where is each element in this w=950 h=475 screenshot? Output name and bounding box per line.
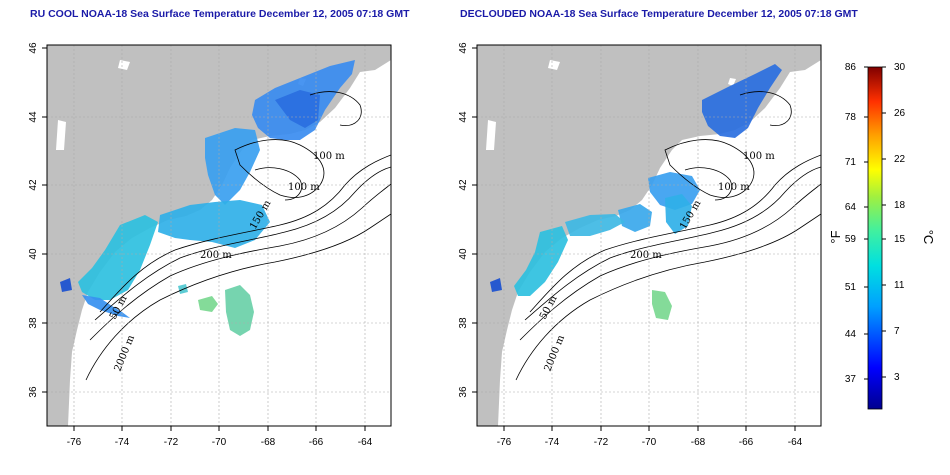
right-sst-map: 100 m 100 m 200 m 150 m 50 m 2000 m -76 …	[458, 42, 822, 448]
lon-tick-label: -74	[115, 437, 130, 448]
fahrenheit-tick: 59	[845, 234, 857, 245]
fahrenheit-tick: 37	[845, 374, 857, 385]
lat-tick-label: 46	[458, 42, 469, 54]
lat-tick-label: 36	[28, 386, 39, 398]
fahrenheit-unit-label: °F	[828, 230, 843, 243]
left-sst-map: 100 m 100 m 200 m 150 m 50 m 2000 m -76 …	[28, 42, 392, 448]
celsius-tick: 15	[894, 234, 906, 245]
temperature-colorbar: 86 78 71 64 59 51 44 37 30 26 22 18 15 1…	[828, 62, 936, 410]
left-map-title: RU COOL NOAA-18 Sea Surface Temperature …	[30, 8, 410, 20]
land-mass	[47, 45, 391, 426]
lat-tick-label: 36	[458, 386, 469, 398]
contour-label: 100 m	[718, 182, 750, 193]
bathymetry-contours	[515, 91, 821, 381]
fahrenheit-tick: 78	[845, 112, 857, 123]
lon-tick-label: -76	[497, 437, 512, 448]
celsius-unit-label: °C	[921, 230, 936, 245]
celsius-tick: 30	[894, 62, 906, 73]
fahrenheit-tick: 71	[845, 157, 857, 168]
lon-tick-label: -72	[594, 437, 609, 448]
axis-ticks	[42, 47, 366, 431]
lat-tick-label: 38	[458, 317, 469, 329]
contour-label: 100 m	[288, 182, 320, 193]
fahrenheit-tick: 64	[845, 202, 857, 213]
fahrenheit-tick: 51	[845, 282, 857, 293]
lon-tick-label: -68	[691, 437, 706, 448]
graticule	[47, 45, 391, 426]
celsius-tick: 7	[894, 326, 900, 337]
lat-tick-label: 44	[28, 111, 39, 123]
lon-tick-label: -70	[642, 437, 657, 448]
lon-tick-label: -64	[788, 437, 803, 448]
lat-tick-label: 40	[458, 248, 469, 260]
contour-label: 200 m	[200, 250, 232, 261]
lat-tick-label: 38	[28, 317, 39, 329]
lat-tick-label: 46	[28, 42, 39, 54]
axis-ticks	[472, 47, 796, 431]
lon-tick-label: -72	[164, 437, 179, 448]
celsius-tick: 3	[894, 372, 900, 383]
celsius-tick: 11	[894, 280, 905, 291]
lat-tick-label: 42	[28, 179, 39, 191]
lat-tick-label: 40	[28, 248, 39, 260]
contour-label: 200 m	[630, 250, 662, 261]
contour-label: 100 m	[313, 151, 345, 162]
celsius-tick: 22	[894, 154, 906, 165]
right-map-title: DECLOUDED NOAA-18 Sea Surface Temperatur…	[460, 8, 858, 20]
lon-tick-label: -64	[358, 437, 373, 448]
lon-tick-label: -68	[261, 437, 276, 448]
graticule	[477, 45, 821, 426]
lon-tick-label: -74	[545, 437, 560, 448]
colorbar-gradient	[867, 66, 883, 410]
sst-data-layer	[490, 64, 782, 320]
fahrenheit-tick: 44	[845, 329, 857, 340]
lat-tick-label: 44	[458, 111, 469, 123]
fahrenheit-tick: 86	[845, 62, 857, 73]
colorbar-ticks	[864, 66, 886, 380]
lon-tick-label: -66	[309, 437, 324, 448]
lon-tick-label: -66	[739, 437, 754, 448]
celsius-tick: 26	[894, 108, 906, 119]
lon-tick-label: -76	[67, 437, 82, 448]
celsius-tick: 18	[894, 200, 906, 211]
contour-label: 100 m	[743, 151, 775, 162]
bathymetry-contours	[85, 91, 391, 381]
lat-tick-label: 42	[458, 179, 469, 191]
land-mass	[477, 45, 821, 426]
lon-tick-label: -70	[212, 437, 227, 448]
